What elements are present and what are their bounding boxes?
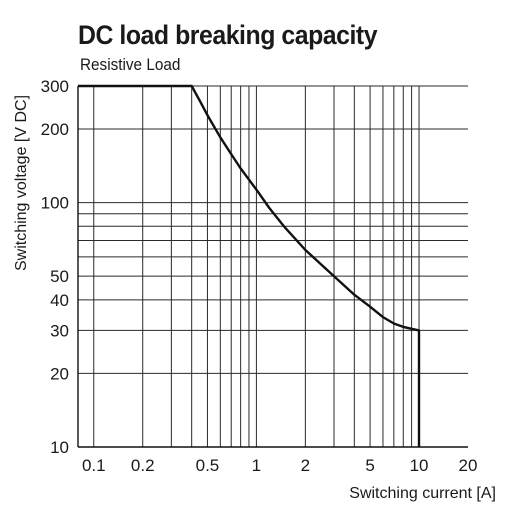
x-tick-label: 0.5: [196, 456, 220, 475]
x-tick-label: 1: [252, 456, 261, 475]
x-tick-label: 0.2: [131, 456, 155, 475]
y-tick-label: 30: [50, 321, 69, 340]
y-tick-label: 20: [50, 364, 69, 383]
y-tick-label: 300: [41, 77, 69, 96]
y-tick-label: 50: [50, 267, 69, 286]
x-tick-label: 5: [365, 456, 374, 475]
y-tick-label: 100: [41, 194, 69, 213]
x-tick-label: 0.1: [82, 456, 106, 475]
x-tick-label: 10: [410, 456, 429, 475]
y-axis-label: Switching voltage [V DC]: [13, 95, 30, 271]
y-tick-label: 40: [50, 291, 69, 310]
grid: [78, 85, 468, 448]
x-tick-label: 20: [459, 456, 478, 475]
chart-title: DC load breaking capacity: [78, 20, 378, 50]
y-tick-label: 10: [50, 438, 69, 457]
y-tick-labels: 10 20 30 40 50 100 200 300: [41, 77, 69, 457]
series-line: [78, 84, 421, 447]
x-axis-label: Switching current [A]: [349, 485, 496, 502]
plot-frame: [77, 86, 468, 448]
x-tick-labels: 0.1 0.2 0.5 1 2 5 10 20: [82, 456, 478, 475]
x-tick-label: 2: [301, 456, 310, 475]
y-tick-label: 200: [41, 120, 69, 139]
series: [78, 84, 421, 447]
chart-subtitle: Resistive Load: [80, 55, 181, 74]
